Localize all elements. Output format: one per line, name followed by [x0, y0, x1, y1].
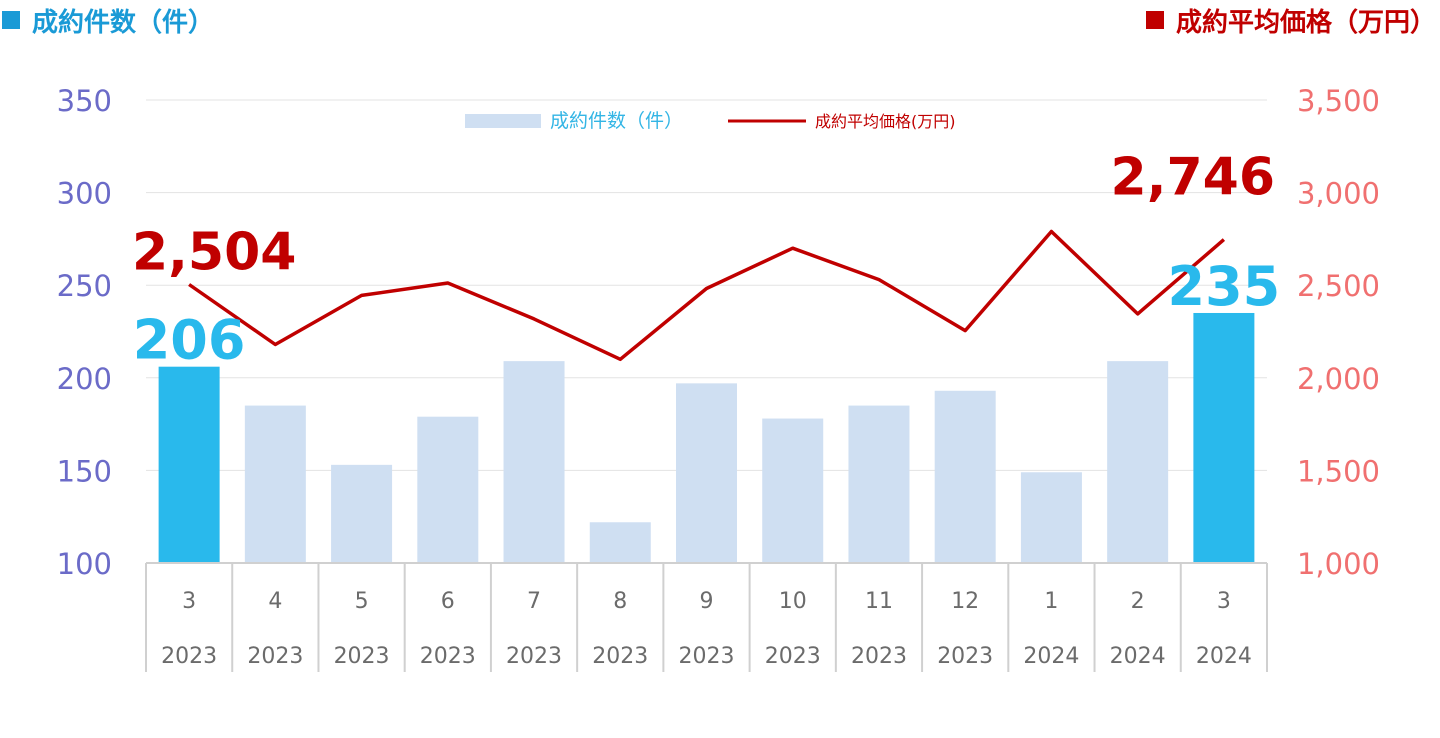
bar	[244, 405, 306, 563]
x-tick-month: 3	[182, 589, 196, 614]
x-tick-month: 9	[700, 589, 714, 614]
left-title-marker	[2, 11, 20, 29]
x-tick-year: 2024	[1196, 644, 1252, 669]
bar	[934, 390, 996, 563]
legend-line-label: 成約平均価格(万円)	[815, 112, 956, 131]
x-tick-month: 6	[441, 589, 455, 614]
x-tick-year: 2023	[765, 644, 821, 669]
x-tick-month: 5	[355, 589, 369, 614]
right-axis-tick-label: 3,000	[1297, 177, 1380, 211]
bar	[848, 405, 910, 563]
right-axis-tick-label: 1,500	[1297, 454, 1380, 488]
data-labels: 206 235 2,504 2,746	[132, 148, 1280, 372]
line-data-label: 2,746	[1111, 148, 1275, 208]
x-tick-month: 8	[613, 589, 627, 614]
bar	[1020, 472, 1082, 563]
x-tick-month: 11	[865, 589, 893, 614]
bar	[1193, 312, 1255, 563]
x-tick-year: 2023	[247, 644, 303, 669]
price-line	[188, 229, 1226, 362]
bar-data-label: 206	[133, 309, 246, 372]
x-tick-year: 2023	[161, 644, 217, 669]
x-tick-month: 10	[779, 589, 807, 614]
bar	[589, 522, 651, 563]
left-axis-tick-label: 100	[57, 547, 112, 581]
bar	[331, 464, 393, 563]
x-tick-year: 2023	[506, 644, 562, 669]
x-tick-month: 2	[1131, 589, 1145, 614]
right-axis-tick-label: 2,500	[1297, 269, 1380, 303]
x-tick-month: 12	[951, 589, 979, 614]
right-axis-tick-label: 2,000	[1297, 362, 1380, 396]
left-axis-title-text: 成約件数（件）	[32, 8, 215, 38]
left-axis-title: 成約件数（件）	[2, 2, 214, 39]
axes: 100 150 200 250 300 350 1,000 1,500 2,000 2,500 3,…	[57, 84, 1380, 672]
bar	[762, 418, 824, 563]
bar-series	[158, 312, 1255, 563]
right-axis-title-text: 成約平均価格（万円）	[1175, 8, 1436, 38]
x-tick-month: 1	[1044, 589, 1058, 614]
x-tick-year: 2024	[1023, 644, 1079, 669]
x-tick-year: 2023	[334, 644, 390, 669]
left-axis-tick-label: 300	[57, 177, 112, 211]
left-axis-tick-label: 250	[57, 269, 112, 303]
bar	[503, 361, 565, 563]
x-tick-month: 7	[527, 589, 541, 614]
bar	[158, 366, 220, 563]
x-tick-month: 3	[1217, 589, 1231, 614]
bar	[417, 416, 479, 563]
left-axis-tick-label: 200	[57, 362, 112, 396]
left-axis-tick-label: 150	[57, 454, 112, 488]
x-tick-year: 2023	[679, 644, 735, 669]
right-axis-tick-label: 3,500	[1297, 84, 1380, 118]
line-data-label: 2,504	[132, 222, 296, 282]
bar-data-label: 235	[1168, 255, 1281, 318]
legend-bar-label: 成約件数（件）	[550, 110, 683, 132]
line-series	[188, 229, 1226, 362]
right-axis-tick-label: 1,000	[1297, 547, 1380, 581]
right-axis-title: 成約平均価格（万円）	[1145, 2, 1436, 39]
x-tick-month: 4	[268, 589, 282, 614]
x-tick-year: 2023	[420, 644, 476, 669]
legend-bar-swatch	[465, 114, 541, 128]
bar	[1107, 361, 1169, 563]
bar	[676, 383, 737, 563]
x-tick-year: 2023	[592, 644, 648, 669]
x-tick-year: 2024	[1110, 644, 1166, 669]
legend: 成約件数（件） 成約平均価格(万円)	[465, 110, 956, 132]
x-tick-year: 2023	[937, 644, 993, 669]
right-title-marker	[1145, 11, 1164, 29]
left-axis-tick-label: 350	[57, 84, 112, 118]
x-tick-year: 2023	[851, 644, 907, 669]
